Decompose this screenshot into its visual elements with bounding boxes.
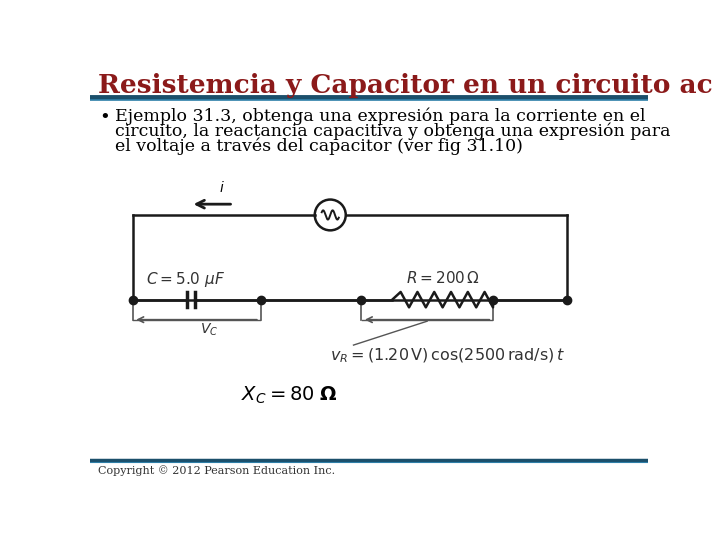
Text: el voltaje a través del capacitor (ver fig 31.10): el voltaje a través del capacitor (ver f… xyxy=(114,137,523,154)
Text: circuito, la reactancia capacitiva y obtenga una expresión para: circuito, la reactancia capacitiva y obt… xyxy=(114,123,670,140)
Text: $V_C$: $V_C$ xyxy=(200,322,219,339)
Text: $R = 200\,\Omega$: $R = 200\,\Omega$ xyxy=(405,271,480,286)
Text: $C = 5.0\ \mu F$: $C = 5.0\ \mu F$ xyxy=(145,271,225,289)
Text: $X_C = 80\;\mathbf{\Omega}$: $X_C = 80\;\mathbf{\Omega}$ xyxy=(241,384,338,406)
Text: Ejemplo 31.3, obtenga una expresión para la corriente en el: Ejemplo 31.3, obtenga una expresión para… xyxy=(114,108,645,125)
Text: $i$: $i$ xyxy=(219,180,225,195)
Text: Resistemcia y Capacitor en un circuito ac: Resistemcia y Capacitor en un circuito a… xyxy=(98,72,713,98)
Text: •: • xyxy=(99,108,110,126)
Text: Copyright © 2012 Pearson Education Inc.: Copyright © 2012 Pearson Education Inc. xyxy=(98,465,335,476)
Text: $v_R = (1.20\,\mathrm{V})\,\cos(2500\,\mathrm{rad/s})\,t$: $v_R = (1.20\,\mathrm{V})\,\cos(2500\,\m… xyxy=(330,347,565,365)
